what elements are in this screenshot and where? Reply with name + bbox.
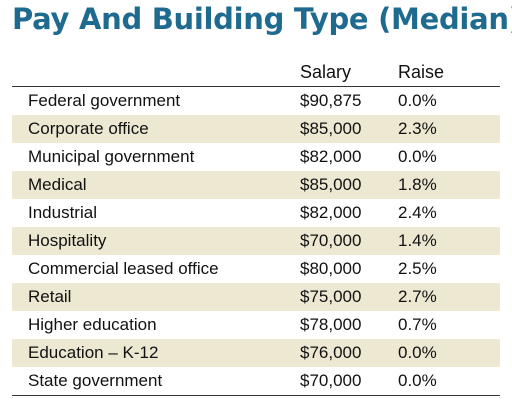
building-type-cell: Hospitality bbox=[28, 231, 107, 250]
salary-cell: $75,000 bbox=[300, 287, 362, 306]
building-type-cell: Higher education bbox=[28, 315, 157, 334]
raise-cell: 1.4% bbox=[398, 231, 437, 250]
header-salary: Salary bbox=[300, 62, 352, 82]
table-row: Medical $85,000 1.8% bbox=[12, 171, 500, 199]
raise-cell: 2.4% bbox=[398, 203, 437, 222]
table-header: Salary Raise bbox=[12, 58, 500, 87]
table-row: Corporate office $85,000 2.3% bbox=[12, 115, 500, 143]
raise-cell: 0.0% bbox=[398, 371, 437, 390]
raise-cell: 1.8% bbox=[398, 175, 437, 194]
table-row: Education – K-12 $76,000 0.0% bbox=[12, 339, 500, 367]
table-row: Commercial leased office $80,000 2.5% bbox=[12, 255, 500, 283]
building-type-cell: State government bbox=[28, 371, 163, 390]
salary-cell: $70,000 bbox=[300, 371, 362, 390]
building-type-cell: Municipal government bbox=[28, 147, 195, 166]
raise-cell: 0.0% bbox=[398, 147, 437, 166]
salary-cell: $85,000 bbox=[300, 119, 362, 138]
raise-cell: 0.7% bbox=[398, 315, 437, 334]
salary-cell: $76,000 bbox=[300, 343, 362, 362]
salary-cell: $90,875 bbox=[300, 91, 362, 110]
salary-cell: $70,000 bbox=[300, 231, 362, 250]
building-type-cell: Medical bbox=[28, 175, 87, 194]
building-type-cell: Education – K-12 bbox=[28, 343, 159, 362]
salary-cell: $82,000 bbox=[300, 203, 362, 222]
raise-cell: 2.3% bbox=[398, 119, 437, 138]
table-row: Hospitality $70,000 1.4% bbox=[12, 227, 500, 255]
table-row: State government $70,000 0.0% bbox=[12, 367, 500, 395]
building-type-cell: Retail bbox=[28, 287, 72, 306]
raise-cell: 2.7% bbox=[398, 287, 437, 306]
header-raise: Raise bbox=[398, 62, 445, 82]
table-bottom-rule bbox=[12, 395, 500, 396]
table-row: Industrial $82,000 2.4% bbox=[12, 199, 500, 227]
raise-cell: 2.5% bbox=[398, 259, 437, 278]
salary-cell: $80,000 bbox=[300, 259, 362, 278]
table-row: Federal government $90,875 0.0% bbox=[12, 87, 500, 115]
salary-cell: $78,000 bbox=[300, 315, 362, 334]
building-type-cell: Corporate office bbox=[28, 119, 149, 138]
table-row: Municipal government $82,000 0.0% bbox=[12, 143, 500, 171]
table-body: Federal government $90,875 0.0% Corporate o… bbox=[12, 87, 500, 395]
building-type-cell: Federal government bbox=[28, 91, 181, 110]
table-row: Retail $75,000 2.7% bbox=[12, 283, 500, 311]
building-type-cell: Industrial bbox=[28, 203, 97, 222]
chart-title: Pay And Building Type (Median) bbox=[12, 2, 512, 36]
salary-cell: $85,000 bbox=[300, 175, 362, 194]
building-type-cell: Commercial leased office bbox=[28, 259, 219, 278]
salary-cell: $82,000 bbox=[300, 147, 362, 166]
pay-table: Salary Raise Federal government $90,875 0.… bbox=[12, 58, 500, 396]
raise-cell: 0.0% bbox=[398, 91, 437, 110]
raise-cell: 0.0% bbox=[398, 343, 437, 362]
table-row: Higher education $78,000 0.7% bbox=[12, 311, 500, 339]
